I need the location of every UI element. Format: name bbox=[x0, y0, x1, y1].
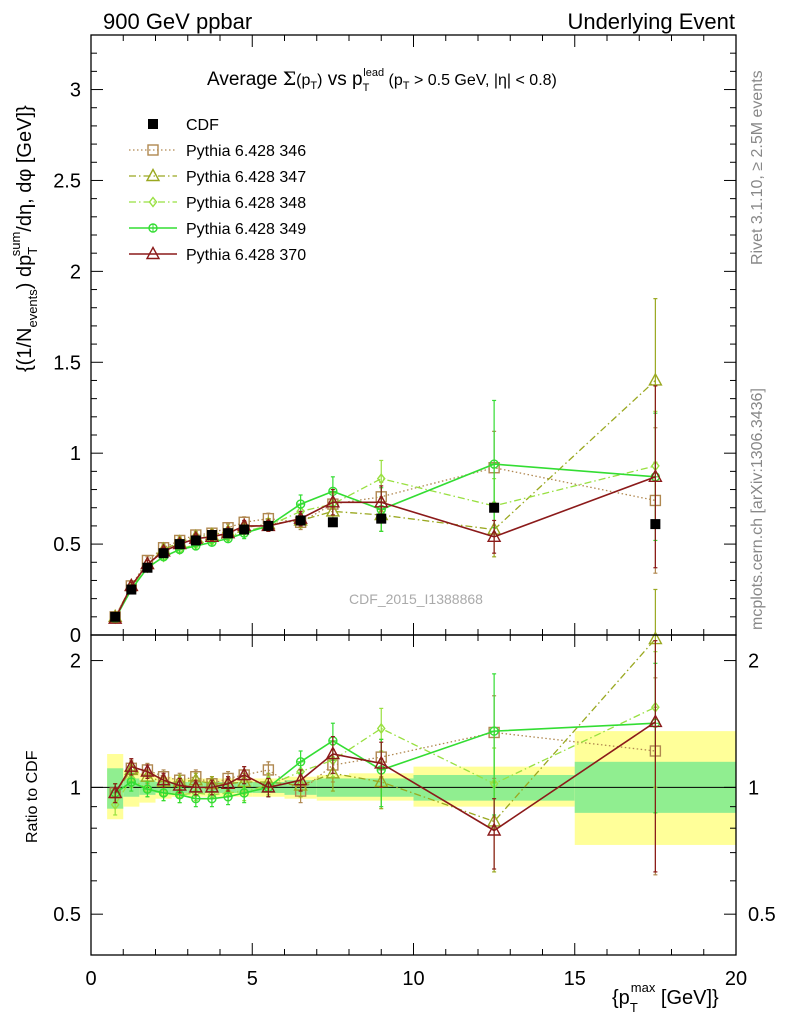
header-left: 900 GeV ppbar bbox=[103, 9, 252, 34]
ytick-top-label-5: 2.5 bbox=[53, 170, 81, 192]
main-point-5-14 bbox=[648, 468, 663, 483]
ytick-top-label-4: 2 bbox=[70, 261, 81, 283]
series-ratio bbox=[108, 588, 663, 876]
header-right: Underlying Event bbox=[567, 9, 735, 34]
main-point-5-11 bbox=[325, 494, 341, 508]
main-point-0-4 bbox=[174, 539, 185, 550]
ytick-bot-label-r-1: 1 bbox=[748, 777, 759, 799]
ratio-point-5-12 bbox=[374, 755, 389, 769]
ratio-point-5-3 bbox=[156, 772, 171, 786]
ratio-point-3-12 bbox=[376, 722, 386, 735]
xtick-label-0: 0 bbox=[85, 968, 96, 990]
axes: 0 5 10 15 20 0 0.5 1 1.5 2 2.5 3 0.5 0.5 1 1 2 2 bbox=[53, 34, 776, 990]
legend-label-2: Pythia 6.428 347 bbox=[186, 169, 306, 186]
legend-label-0: CDF bbox=[186, 117, 219, 134]
main-point-0-6 bbox=[206, 530, 217, 540]
main-line-2 bbox=[114, 379, 656, 618]
main-point-0-9 bbox=[263, 520, 274, 531]
legend-label-5: Pythia 6.428 370 bbox=[186, 247, 306, 264]
main-point-0-8 bbox=[239, 524, 250, 535]
main-point-5-12 bbox=[374, 494, 389, 508]
y-axis-label-bottom: Ratio to CDF bbox=[24, 750, 41, 843]
plot-title: Average Σ(pT) vs pTlead (pT > 0.5 GeV, |… bbox=[207, 67, 557, 94]
ratio-point-5-4 bbox=[172, 777, 187, 791]
main-point-0-10 bbox=[295, 515, 306, 526]
ratio-point-5-2 bbox=[140, 763, 155, 777]
main-point-0-0 bbox=[110, 611, 121, 622]
legend-label-4: Pythia 6.428 349 bbox=[186, 221, 306, 238]
mcplots-label: mcplots.cern.ch [arXiv:1306.3436] bbox=[749, 388, 766, 630]
xtick-label-15: 15 bbox=[564, 968, 586, 990]
main-point-0-12 bbox=[376, 513, 387, 524]
series-top bbox=[108, 298, 663, 625]
ytick-bot-label-l-0: 0.5 bbox=[53, 904, 81, 926]
ytick-top-label-1: 0.5 bbox=[53, 534, 81, 556]
y-axis-label-top: {(1/Nevents) dpTsum/dη, dφ [GeV]} bbox=[8, 105, 40, 372]
main-point-0-7 bbox=[223, 528, 234, 539]
main-point-0-3 bbox=[158, 548, 169, 559]
ratio-point-3-0 bbox=[110, 798, 120, 811]
legend-marker-2 bbox=[145, 168, 161, 182]
ytick-bot-label-r-2: 2 bbox=[748, 651, 759, 673]
legend-marker-1 bbox=[147, 144, 159, 156]
main-point-5-13 bbox=[486, 528, 502, 543]
ratio-point-5-10 bbox=[293, 772, 308, 786]
legend-marker-3 bbox=[148, 196, 158, 208]
main-point-0-11 bbox=[327, 517, 338, 528]
legend-marker-0 bbox=[148, 119, 158, 129]
ratio-point-5-8 bbox=[237, 767, 252, 781]
x-axis-label: {pTmax [GeV]} bbox=[612, 980, 719, 1015]
legend: CDF Pythia 6.428 346 Pythia 6.428 347 Pythi… bbox=[129, 117, 306, 264]
xtick-label-10: 10 bbox=[402, 968, 424, 990]
ratio-panel-bands bbox=[91, 731, 736, 845]
main-point-0-14 bbox=[650, 519, 661, 530]
ratio-point-5-5 bbox=[188, 779, 203, 793]
ratio-point-5-14 bbox=[648, 713, 663, 728]
ytick-bot-label-l-2: 2 bbox=[70, 651, 81, 673]
xtick-label-5: 5 bbox=[247, 968, 258, 990]
ratio-line-2 bbox=[114, 638, 656, 823]
legend-label-3: Pythia 6.428 348 bbox=[186, 195, 306, 212]
main-point-0-13 bbox=[489, 502, 500, 513]
ytick-bot-label-r-0: 0.5 bbox=[748, 904, 776, 926]
xtick-label-20: 20 bbox=[725, 968, 747, 990]
main-point-3-12 bbox=[376, 472, 386, 485]
legend-marker-5 bbox=[145, 246, 161, 260]
main-point-0-1 bbox=[126, 584, 137, 595]
ytick-top-label-0: 0 bbox=[70, 625, 81, 647]
ratio-point-5-13 bbox=[486, 822, 502, 836]
watermark: CDF_2015_I1388868 bbox=[349, 591, 483, 607]
ytick-top-label-2: 1 bbox=[70, 443, 81, 465]
ratio-point-5-6 bbox=[204, 779, 220, 793]
main-point-2-14 bbox=[648, 372, 663, 386]
ytick-top-label-6: 3 bbox=[70, 80, 81, 102]
main-point-2-11 bbox=[325, 503, 341, 517]
main-point-0-2 bbox=[142, 562, 153, 573]
ytick-top-label-3: 1.5 bbox=[53, 352, 81, 374]
ratio-point-5-0 bbox=[108, 784, 123, 799]
legend-label-1: Pythia 6.428 346 bbox=[186, 143, 306, 160]
ratio-point-5-11 bbox=[325, 746, 341, 760]
rivet-label: Rivet 3.1.10, ≥ 2.5M events bbox=[749, 70, 766, 265]
ytick-bot-label-l-1: 1 bbox=[70, 777, 81, 799]
ratio-point-5-9 bbox=[261, 779, 276, 793]
ratio-point-5-1 bbox=[124, 758, 139, 772]
ratio-point-5-7 bbox=[220, 775, 236, 789]
main-point-0-5 bbox=[190, 535, 201, 546]
ratio-point-2-11 bbox=[325, 765, 341, 779]
